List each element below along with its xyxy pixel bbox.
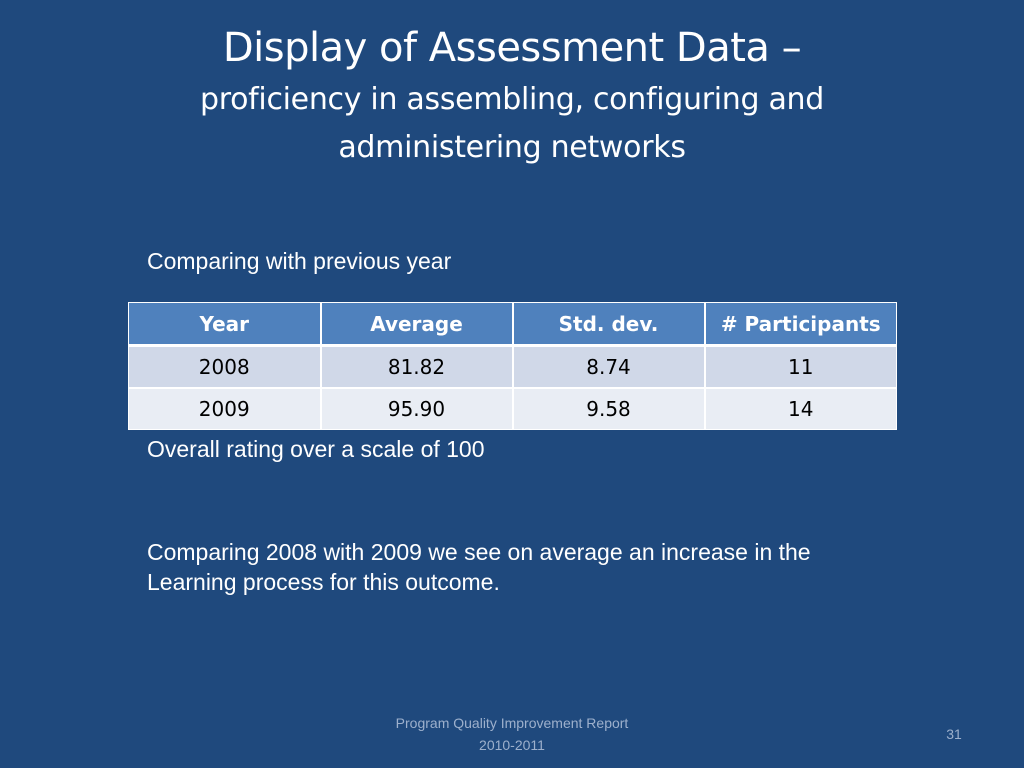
cell-std-dev: 9.58 xyxy=(511,387,705,430)
cell-year: 2008 xyxy=(128,344,321,388)
conclusion-line-1: Comparing 2008 with 2009 we see on avera… xyxy=(147,539,811,565)
cell-participants: 11 xyxy=(703,344,897,388)
header-year: Year xyxy=(128,302,321,347)
cell-participants: 14 xyxy=(703,387,897,430)
cell-average: 81.82 xyxy=(319,344,513,388)
title-sub-line-2: administering networks xyxy=(338,130,686,165)
header-average: Average xyxy=(319,302,513,347)
footer: Program Quality Improvement Report 2010-… xyxy=(362,712,662,756)
footer-line-1: Program Quality Improvement Report xyxy=(395,715,629,731)
cell-std-dev: 8.74 xyxy=(511,344,705,388)
slide-title: Display of Assessment Data – proficiency… xyxy=(100,20,924,172)
conclusion-line-2: Learning process for this outcome. xyxy=(147,569,500,595)
header-participants: # Participants xyxy=(703,302,897,347)
footer-line-2: 2010-2011 xyxy=(479,737,545,753)
title-main: Display of Assessment Data – xyxy=(222,25,802,71)
cell-average: 95.90 xyxy=(319,387,513,430)
cell-year: 2009 xyxy=(128,387,321,430)
title-sub-line-1: proficiency in assembling, configuring a… xyxy=(199,82,825,117)
table-row: 2008 81.82 8.74 11 xyxy=(128,344,897,388)
scale-note: Overall rating over a scale of 100 xyxy=(147,436,485,462)
page-number: 31 xyxy=(946,726,962,742)
header-std-dev: Std. dev. xyxy=(511,302,705,347)
assessment-table: Year Average Std. dev. # Participants 20… xyxy=(128,302,897,430)
conclusion-text: Comparing 2008 with 2009 we see on avera… xyxy=(147,537,907,597)
table-row: 2009 95.90 9.58 14 xyxy=(128,387,897,430)
intro-text: Comparing with previous year xyxy=(147,248,452,274)
table-header-row: Year Average Std. dev. # Participants xyxy=(128,302,897,347)
